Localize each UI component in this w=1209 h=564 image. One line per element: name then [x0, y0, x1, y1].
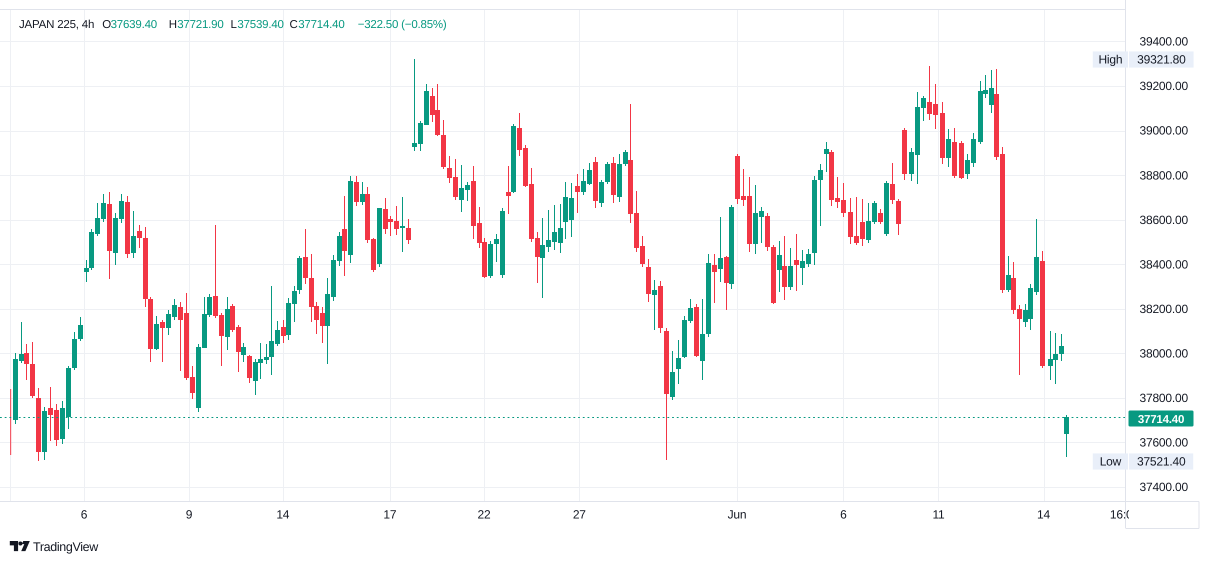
- svg-text:39200.00: 39200.00: [1140, 79, 1189, 93]
- svg-text:9: 9: [186, 508, 193, 522]
- svg-text:22: 22: [478, 508, 491, 522]
- svg-text:39000.00: 39000.00: [1140, 124, 1189, 138]
- svg-text:14: 14: [276, 508, 289, 522]
- svg-text:39321.80: 39321.80: [1137, 53, 1186, 67]
- svg-text:Low: Low: [1100, 455, 1122, 469]
- svg-text:37400.00: 37400.00: [1140, 480, 1189, 494]
- svg-text:38600.00: 38600.00: [1140, 213, 1189, 227]
- svg-text:6: 6: [81, 508, 88, 522]
- svg-text:16:00: 16:00: [1110, 508, 1140, 522]
- svg-text:37800.00: 37800.00: [1140, 391, 1189, 405]
- svg-text:High: High: [1098, 53, 1122, 67]
- svg-text:27: 27: [573, 508, 586, 522]
- svg-text:37600.00: 37600.00: [1140, 436, 1189, 450]
- svg-text:38800.00: 38800.00: [1140, 168, 1189, 182]
- svg-text:11: 11: [932, 508, 945, 522]
- svg-text:37714.40: 37714.40: [1138, 414, 1184, 426]
- svg-text:38000.00: 38000.00: [1140, 347, 1189, 361]
- svg-text:TradingView: TradingView: [33, 540, 99, 554]
- svg-text:6: 6: [840, 508, 847, 522]
- svg-text:38400.00: 38400.00: [1140, 257, 1189, 271]
- svg-text:39400.00: 39400.00: [1140, 35, 1189, 49]
- svg-text:14: 14: [1037, 508, 1050, 522]
- svg-text:17: 17: [383, 508, 396, 522]
- svg-text:37521.40: 37521.40: [1137, 455, 1186, 469]
- svg-text:Jun: Jun: [728, 508, 747, 522]
- svg-text:38200.00: 38200.00: [1140, 302, 1189, 316]
